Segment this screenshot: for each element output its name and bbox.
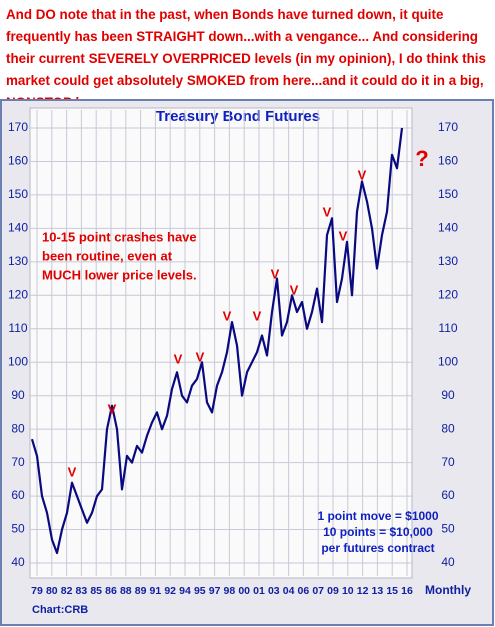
x-tick-label: 13 bbox=[372, 585, 384, 597]
peak-mark: V bbox=[339, 228, 348, 243]
contract-note: 10 points = $10,000 bbox=[323, 525, 433, 539]
y-tick-label-right: 140 bbox=[438, 221, 458, 235]
x-tick-label: 80 bbox=[46, 585, 58, 597]
x-tick-label: 85 bbox=[90, 585, 102, 597]
x-tick-label: 89 bbox=[135, 585, 147, 597]
plot-area bbox=[29, 107, 413, 579]
y-tick-label: 140 bbox=[8, 221, 28, 235]
y-tick-label: 170 bbox=[8, 120, 28, 134]
peak-mark: V bbox=[323, 204, 332, 219]
y-tick-label: 70 bbox=[11, 455, 25, 469]
x-tick-label: 16 bbox=[401, 585, 413, 597]
y-tick-label-right: 70 bbox=[441, 455, 455, 469]
x-tick-label: 91 bbox=[150, 585, 162, 597]
x-tick-label: 10 bbox=[342, 585, 354, 597]
x-tick-label: 15 bbox=[386, 585, 398, 597]
x-tick-label: 09 bbox=[327, 585, 339, 597]
x-tick-label: 01 bbox=[253, 585, 265, 597]
x-tick-label: 79 bbox=[31, 585, 43, 597]
peak-mark: V bbox=[68, 464, 77, 479]
peak-mark: V bbox=[290, 282, 299, 297]
x-tick-label: 04 bbox=[283, 585, 295, 597]
y-tick-label: 110 bbox=[8, 321, 27, 335]
y-tick-label-right: 90 bbox=[441, 388, 455, 402]
x-tick-label: 82 bbox=[61, 585, 73, 597]
crash-note: MUCH lower price levels. bbox=[42, 267, 197, 282]
line-series bbox=[30, 127, 404, 555]
chart-title: Treasury Bond Futures bbox=[156, 108, 320, 125]
x-tick-label: 12 bbox=[357, 585, 369, 597]
contract-note: 1 point move = $1000 bbox=[317, 509, 438, 523]
y-tick-label-right: 40 bbox=[441, 555, 455, 569]
contract-note: per futures contract bbox=[321, 541, 434, 555]
y-tick-label-right: 160 bbox=[438, 154, 458, 168]
peak-mark: V bbox=[196, 349, 205, 364]
x-tick-label: 00 bbox=[238, 585, 250, 597]
y-tick-label: 60 bbox=[11, 488, 25, 502]
source: Chart:CRB bbox=[32, 604, 88, 616]
x-tick-label: 98 bbox=[224, 585, 236, 597]
x-tick-label: 83 bbox=[76, 585, 88, 597]
y-tick-label-right: 170 bbox=[438, 120, 458, 134]
y-tick-label-right: 100 bbox=[438, 354, 458, 368]
y-tick-label: 90 bbox=[11, 388, 25, 402]
y-tick-label: 100 bbox=[8, 354, 28, 368]
peak-mark: V bbox=[271, 266, 280, 281]
x-tick-label: 94 bbox=[179, 585, 191, 597]
crash-note: 10-15 point crashes have bbox=[42, 229, 197, 244]
x-tick-label: 06 bbox=[298, 585, 310, 597]
y-tick-label: 40 bbox=[11, 555, 25, 569]
y-tick-label-right: 80 bbox=[441, 421, 455, 435]
x-tick-label: 92 bbox=[164, 585, 176, 597]
question-mark: ? bbox=[415, 146, 428, 171]
y-tick-label: 50 bbox=[11, 522, 25, 536]
y-tick-label: 120 bbox=[8, 287, 28, 301]
x-tick-label: 88 bbox=[120, 585, 132, 597]
peak-mark: V bbox=[108, 401, 117, 416]
crash-note: been routine, even at bbox=[42, 248, 173, 263]
y-tick-label-right: 110 bbox=[438, 321, 457, 335]
x-tick-label: 07 bbox=[312, 585, 324, 597]
x-tick-label: 03 bbox=[268, 585, 280, 597]
peak-mark: V bbox=[358, 167, 367, 182]
y-tick-label-right: 150 bbox=[438, 187, 458, 201]
y-tick-label-right: 60 bbox=[441, 488, 455, 502]
y-tick-label-right: 120 bbox=[438, 287, 458, 301]
y-tick-label: 80 bbox=[11, 421, 25, 435]
y-tick-label-right: 130 bbox=[438, 254, 458, 268]
y-tick-label: 130 bbox=[8, 254, 28, 268]
peak-mark: V bbox=[253, 308, 262, 323]
peak-mark: V bbox=[174, 351, 183, 366]
y-tick-label-right: 50 bbox=[441, 522, 455, 536]
x-axis-label: Monthly bbox=[425, 583, 471, 597]
x-tick-label: 95 bbox=[194, 585, 206, 597]
x-tick-label: 86 bbox=[105, 585, 117, 597]
y-tick-label: 160 bbox=[8, 154, 28, 168]
x-tick-label: 97 bbox=[209, 585, 221, 597]
peak-mark: V bbox=[223, 308, 232, 323]
y-tick-label: 150 bbox=[8, 187, 28, 201]
